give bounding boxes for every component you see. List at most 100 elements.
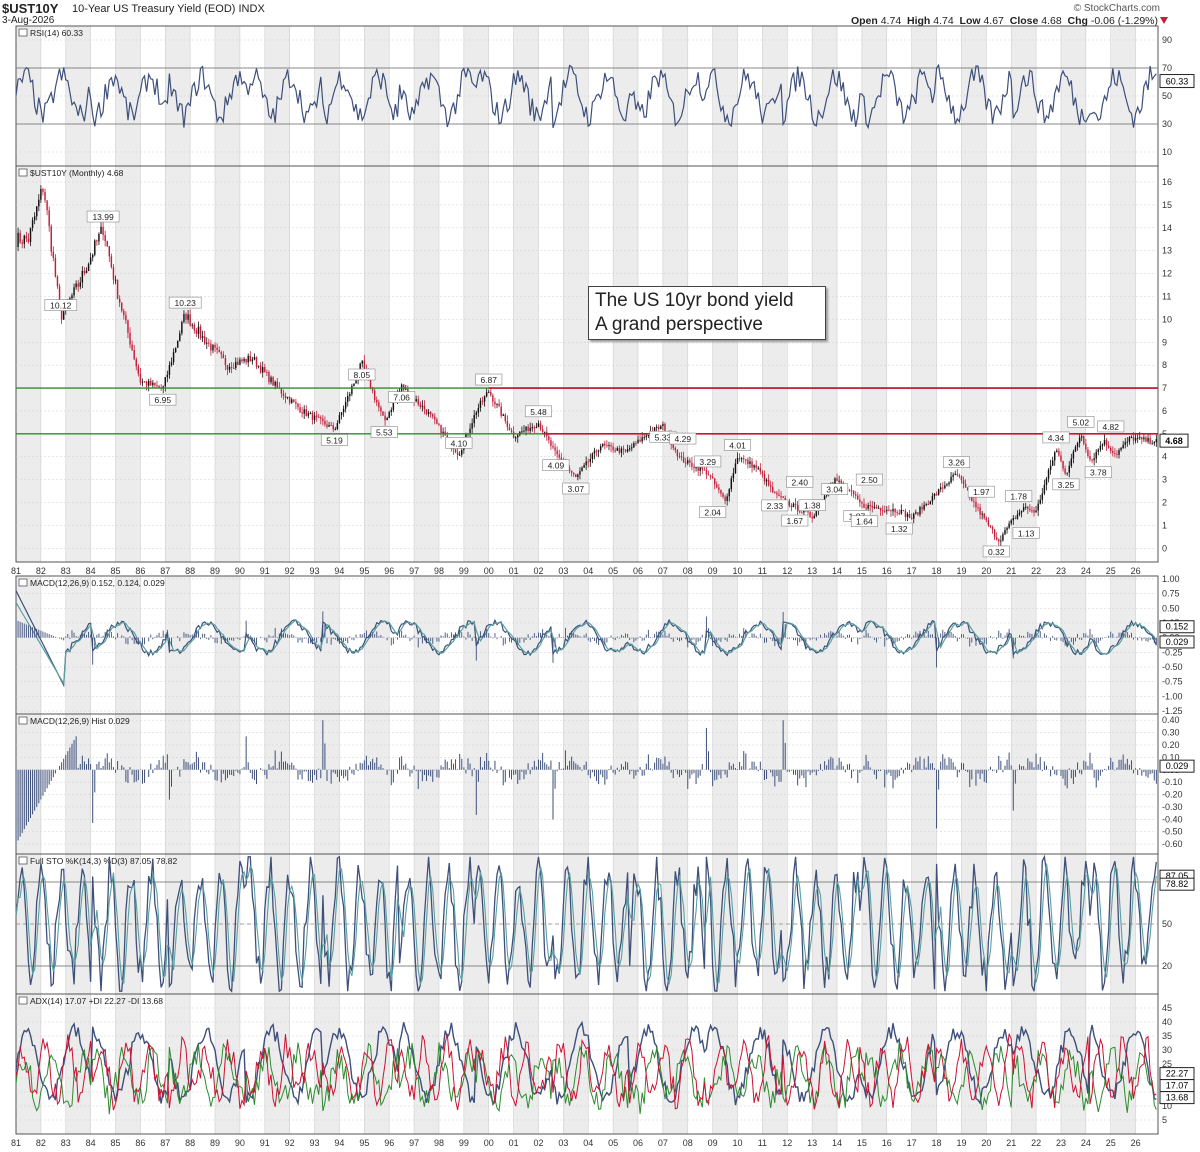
candle-body (110, 256, 113, 268)
candle-body (446, 435, 448, 438)
candle-body (734, 463, 737, 474)
candle-body (678, 456, 681, 458)
candle-body (118, 298, 121, 303)
y-tick-hist: -0.20 (1162, 790, 1183, 800)
candle-body (295, 401, 297, 404)
candle-body (626, 449, 629, 452)
candle-body (577, 474, 579, 478)
hist-current: 0.029 (1166, 761, 1189, 771)
candle-body (442, 431, 444, 434)
candle-body (145, 381, 148, 386)
x-tick-label: 88 (185, 566, 195, 576)
x-tick-label: 01 (509, 566, 519, 576)
sto-value: 78.82 (1166, 879, 1189, 889)
x-tick-label: 22 (1031, 1138, 1041, 1148)
candle-body (490, 391, 492, 396)
panel-border-price (15, 165, 1159, 563)
candle-body (693, 466, 695, 469)
candle-body (772, 486, 774, 493)
candle-body (255, 357, 258, 367)
candle-body (620, 448, 623, 453)
candle-body (1018, 512, 1021, 515)
candle-body (1124, 442, 1126, 445)
candle-body (915, 512, 917, 514)
open-value: 4.74 (880, 15, 902, 27)
x-tick-label: 96 (384, 1138, 394, 1148)
candle-body (884, 510, 886, 512)
candle-body (27, 238, 30, 242)
candle-body (879, 507, 882, 511)
sto-k-line (15, 854, 1157, 993)
candle-body (937, 489, 940, 495)
candle-body (498, 403, 500, 407)
candle-body (869, 505, 871, 507)
candle-body (796, 504, 799, 512)
x-tick-label: 92 (285, 566, 295, 576)
candle-body (125, 315, 127, 321)
candle-body (680, 456, 683, 458)
candle-body (60, 303, 63, 320)
y-tick-hist: -0.60 (1162, 839, 1183, 849)
year-band (861, 166, 887, 562)
candle-body (293, 399, 295, 402)
candle-body (197, 326, 200, 334)
candle-body (931, 496, 934, 502)
candle-body (672, 444, 674, 448)
candle-body (865, 507, 867, 509)
candle-body (954, 473, 956, 475)
price-label-box (1084, 466, 1112, 479)
candle-body (40, 189, 42, 200)
candle-body (573, 472, 575, 475)
year-band (861, 994, 887, 1134)
candle-body (508, 427, 511, 431)
x-tick-label: 22 (1031, 566, 1041, 576)
x-tick-label: 81 (11, 1138, 21, 1148)
year-band (264, 714, 290, 854)
candle-body (21, 242, 23, 244)
year-band (662, 994, 688, 1134)
candle-body (689, 460, 691, 463)
x-tick-label: 21 (1006, 566, 1016, 576)
candle-body (44, 191, 46, 201)
candle-body (506, 421, 509, 428)
candle-body (593, 450, 596, 454)
candle-body (1014, 518, 1017, 520)
candle-body (1151, 443, 1153, 445)
candle-body (987, 520, 990, 526)
year-band (812, 576, 838, 714)
close-value: 4.68 (1041, 15, 1062, 27)
candle-body (749, 461, 751, 465)
candle-body (334, 429, 337, 431)
candle-body (898, 512, 900, 514)
price-label-box (724, 439, 752, 451)
y-tick-hist: 0.30 (1162, 728, 1180, 738)
candle-body (1047, 469, 1050, 479)
name-text: 10-Year US Treasury Yield (EOD) (72, 3, 236, 15)
price-label: 1.97 (973, 487, 990, 497)
x-tick-label: 05 (608, 566, 618, 576)
x-tick-label: 07 (658, 566, 668, 576)
candle-body (77, 283, 79, 287)
candle-body (761, 471, 764, 475)
candle-body (183, 313, 185, 322)
candle-body (707, 474, 710, 476)
candle-body (419, 404, 422, 407)
candle-body (17, 232, 19, 247)
candle-body (417, 399, 419, 405)
chart-header: $UST10Y 10-Year US Treasury Yield (EOD) … (0, 0, 1200, 27)
y-tick-price: 6 (1162, 406, 1167, 416)
candle-body (757, 467, 759, 469)
sto-d-line (15, 863, 1157, 987)
candle-body (185, 313, 187, 320)
panel-title-price: $UST10Y (Monthly) 4.68 (30, 168, 124, 178)
x-tick-label: 20 (981, 566, 991, 576)
candle-body (297, 403, 299, 408)
price-label-box (1042, 431, 1070, 444)
candle-body (939, 487, 942, 490)
x-tick-label: 24 (1081, 566, 1091, 576)
candle-body (745, 459, 747, 461)
candle-body (166, 374, 169, 378)
candle-body (635, 443, 637, 445)
panel-title-adx: ADX(14) 17.07 +DI 22.27 -DI 13.68 (30, 996, 163, 1006)
x-tick-label: 82 (36, 1138, 46, 1148)
